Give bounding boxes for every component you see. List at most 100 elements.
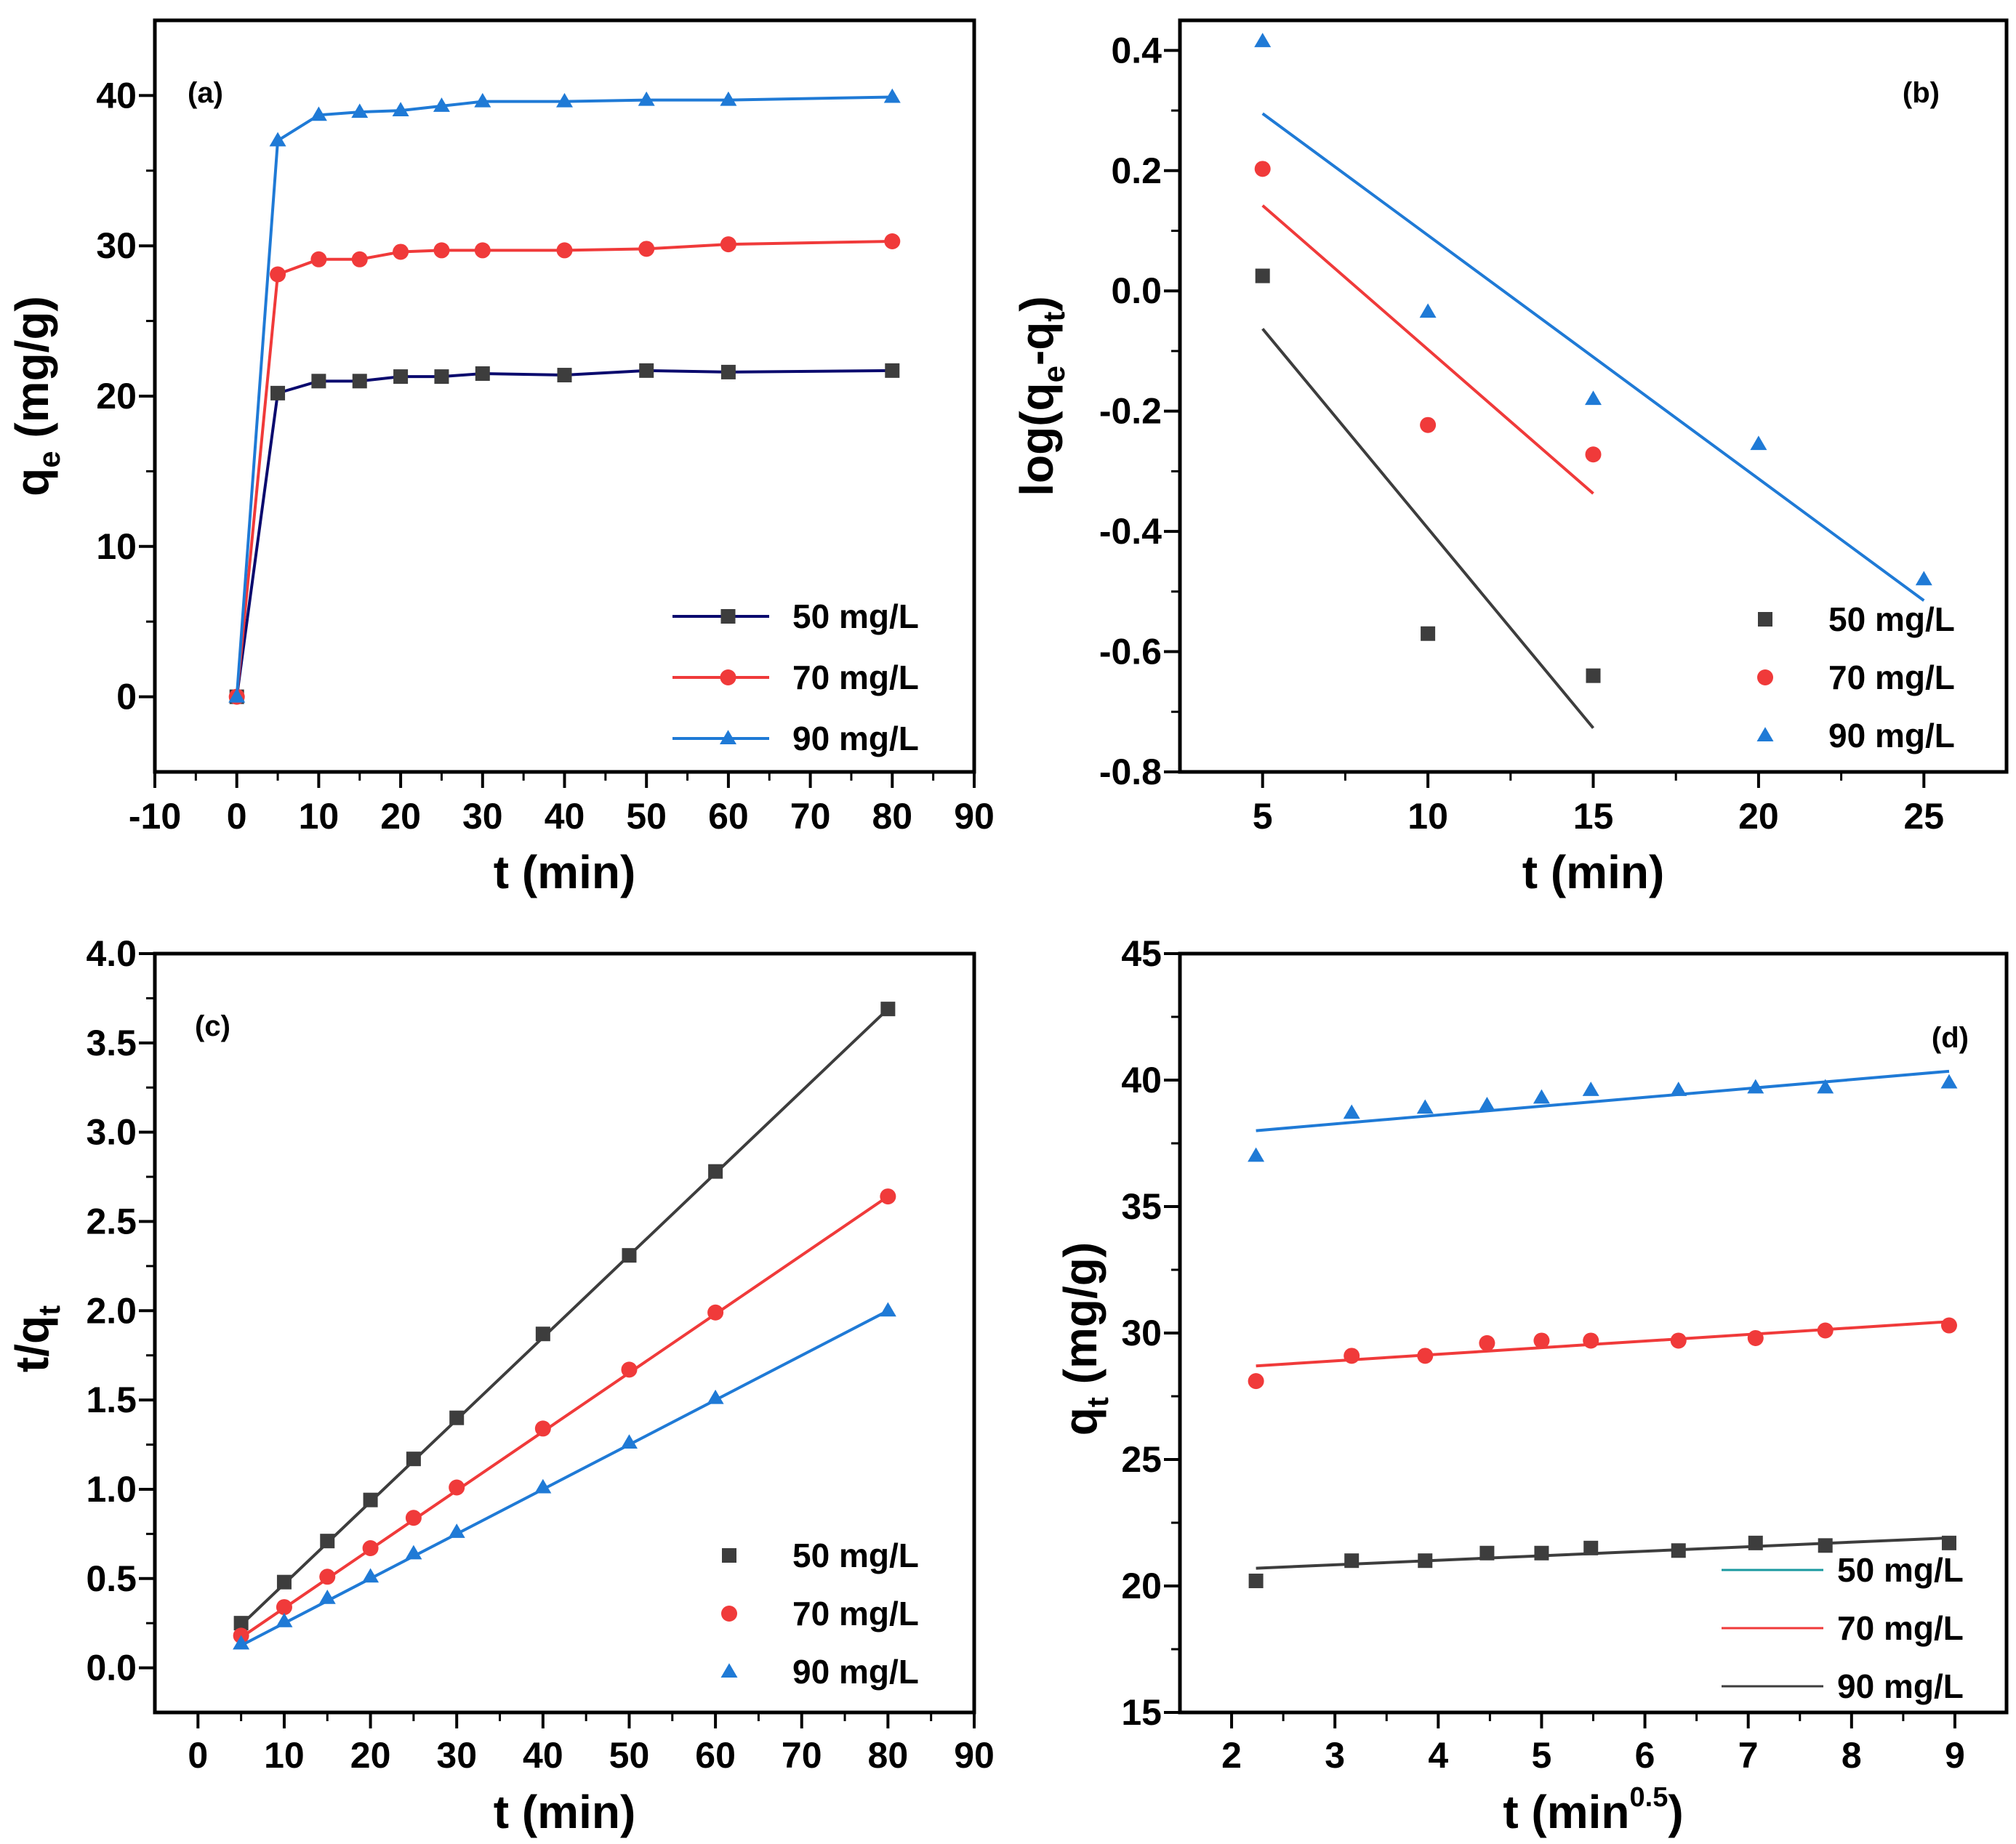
data-point <box>880 1002 896 1017</box>
legend-label: 90 mg/L <box>792 720 919 757</box>
y-tick-label: 0.0 <box>1111 270 1162 311</box>
data-point <box>1671 1543 1686 1558</box>
data-point <box>1748 1535 1763 1550</box>
series-0 <box>233 1002 896 1631</box>
fit-line <box>240 1309 889 1647</box>
data-point <box>1585 446 1602 463</box>
x-tick-label: 40 <box>545 796 585 837</box>
data-point <box>363 1492 378 1507</box>
legend: 50 mg/L 70 mg/L 90 mg/L <box>1722 1551 1964 1705</box>
x-tick-label: 25 <box>1903 796 1944 837</box>
data-point <box>556 242 573 259</box>
x-tick-label: 30 <box>436 1735 477 1776</box>
y-tick-label: 20 <box>1121 1566 1162 1606</box>
data-point <box>638 241 655 257</box>
y-tick-label: 2.0 <box>86 1290 137 1331</box>
data-point <box>879 1302 896 1317</box>
data-point <box>269 132 286 147</box>
legend-label: 70 mg/L <box>1828 659 1955 696</box>
series-1 <box>233 1188 896 1644</box>
data-point <box>310 106 327 121</box>
panel-label: (a) <box>188 77 223 109</box>
series-2 <box>1248 1069 1958 1162</box>
legend-label: 70 mg/L <box>792 1595 919 1632</box>
data-point <box>310 251 327 267</box>
data-point <box>1418 1553 1433 1569</box>
series-line <box>235 369 893 697</box>
data-point <box>534 1478 552 1494</box>
y-tick-label: 1.5 <box>86 1380 137 1420</box>
data-point <box>1419 303 1437 318</box>
data-point <box>392 102 409 117</box>
data-point <box>1421 626 1436 641</box>
x-tick-label: 10 <box>1407 796 1448 837</box>
x-tick-label: 20 <box>350 1735 391 1776</box>
data-point <box>720 236 736 253</box>
data-point <box>434 369 449 384</box>
data-point <box>319 1569 336 1585</box>
x-tick-label: 70 <box>782 1735 822 1776</box>
data-point <box>276 1612 293 1627</box>
data-point <box>1344 1348 1360 1364</box>
data-point <box>1817 1322 1834 1339</box>
data-point <box>885 363 900 378</box>
legend-label: 50 mg/L <box>792 1537 919 1574</box>
data-point <box>393 243 409 260</box>
data-point <box>270 385 286 400</box>
legend: 50 mg/L 70 mg/L 90 mg/L <box>672 597 919 757</box>
x-tick-label: 80 <box>868 1735 909 1776</box>
data-point <box>620 1434 638 1449</box>
data-point <box>1534 1545 1549 1561</box>
legend-label: 50 mg/L <box>792 597 919 635</box>
legend-marker <box>1756 727 1774 741</box>
data-point <box>474 242 491 259</box>
data-point <box>1248 1373 1264 1390</box>
panel-label: (b) <box>1903 77 1940 109</box>
y-tick-label: 20 <box>96 376 137 416</box>
data-point <box>448 1523 465 1538</box>
data-point <box>535 1326 550 1342</box>
y-tick-label: 35 <box>1121 1186 1162 1227</box>
data-point <box>474 92 491 108</box>
data-point <box>638 91 655 106</box>
data-point <box>1747 1329 1764 1346</box>
data-point <box>1254 161 1271 177</box>
data-point <box>393 369 409 384</box>
data-point <box>707 1304 724 1321</box>
x-tick-label: 2 <box>1221 1735 1242 1776</box>
data-point <box>1533 1089 1550 1104</box>
y-tick-label: -0.8 <box>1099 752 1162 792</box>
data-point <box>1583 1540 1599 1555</box>
panel-b: 5 10 15 20 25 -0.8 -0.6 -0.4 -0.2 0.0 0.2 0.4 t (min… <box>1011 18 2009 898</box>
data-point <box>1248 1147 1265 1162</box>
data-point <box>1940 1317 1957 1334</box>
legend-marker <box>720 1663 738 1678</box>
series-0 <box>1248 1535 1956 1589</box>
data-point <box>362 1568 379 1583</box>
data-point <box>880 1188 896 1205</box>
data-point <box>1533 1332 1550 1349</box>
y-axis-title: t/qt <box>6 1305 66 1372</box>
series-1 <box>228 233 901 705</box>
data-point <box>475 366 490 381</box>
x-tick-label: 4 <box>1428 1735 1448 1776</box>
y-tick-label: 45 <box>1121 933 1162 974</box>
data-point <box>405 1510 422 1526</box>
legend-label: 90 mg/L <box>1828 717 1955 754</box>
x-axis-title: t (min0.5) <box>1503 1782 1683 1838</box>
plot-frame <box>153 951 976 1715</box>
x-tick-label: 0 <box>188 1735 208 1776</box>
y-tick-label: 0.4 <box>1111 30 1162 71</box>
x-axis-title: t (min) <box>494 846 636 898</box>
x-tick-label: 20 <box>1738 796 1779 837</box>
data-point <box>1417 1348 1434 1364</box>
data-point <box>233 1616 249 1631</box>
data-point <box>1750 435 1767 451</box>
y-tick-label: -0.2 <box>1099 391 1162 432</box>
data-point <box>449 1410 465 1425</box>
x-tick-label: 70 <box>790 796 831 837</box>
fit-line <box>1261 328 1595 729</box>
data-point <box>1479 1334 1495 1351</box>
